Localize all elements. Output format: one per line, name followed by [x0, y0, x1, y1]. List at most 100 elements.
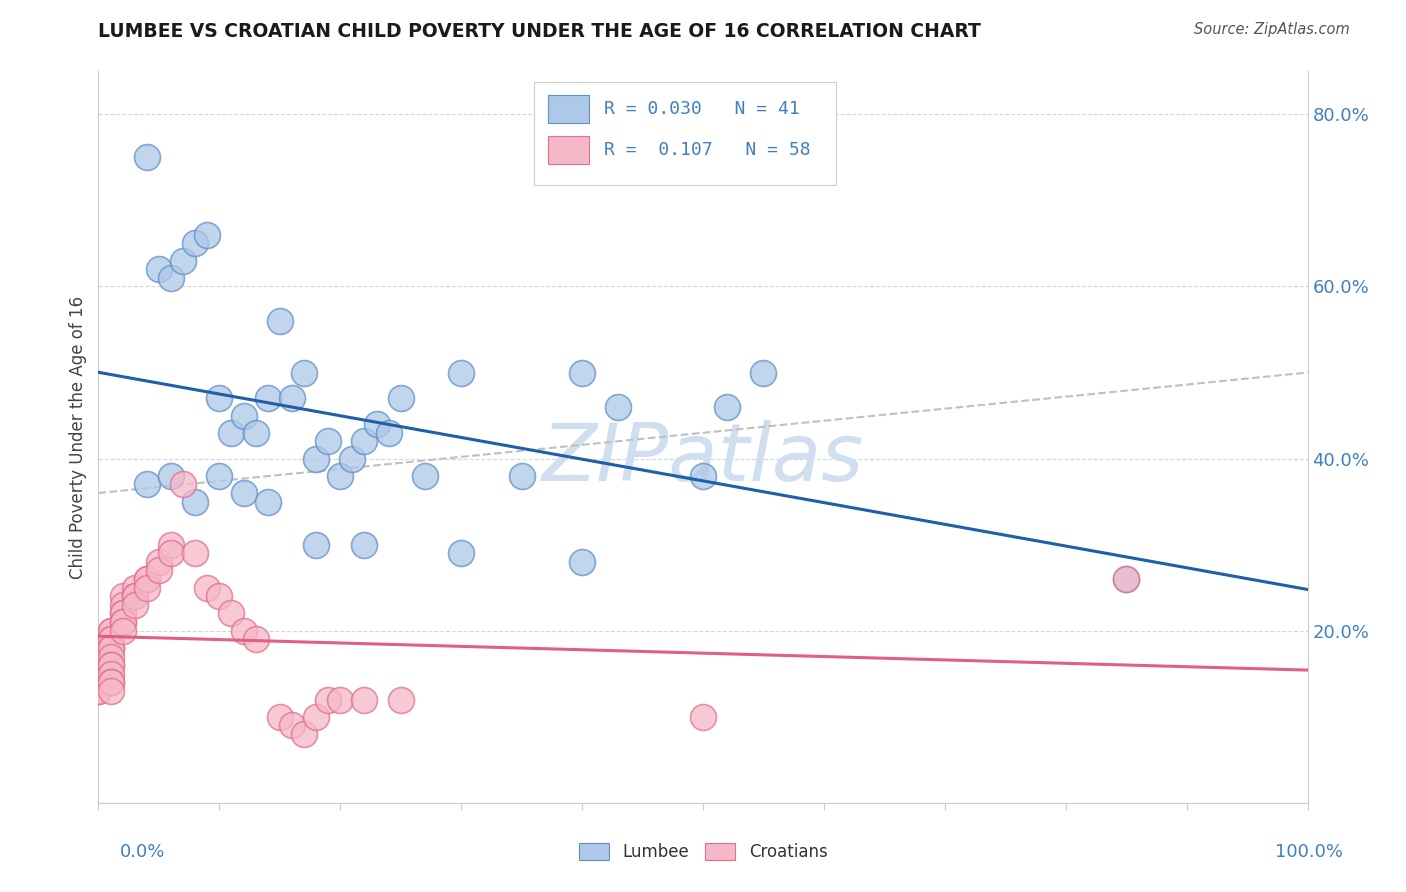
Point [111, 607, 134, 621]
Text: ZIPatlas: ZIPatlas [541, 420, 865, 498]
Point [329, 692, 352, 706]
Point [232, 409, 254, 423]
Point [135, 477, 157, 491]
Point [135, 572, 157, 586]
Point [208, 468, 231, 483]
Point [342, 451, 364, 466]
Point [692, 710, 714, 724]
Point [100, 624, 122, 638]
Text: LUMBEE VS CROATIAN CHILD POVERTY UNDER THE AGE OF 16 CORRELATION CHART: LUMBEE VS CROATIAN CHILD POVERTY UNDER T… [98, 22, 981, 41]
Point [316, 692, 339, 706]
Point [100, 658, 122, 673]
Point [172, 253, 194, 268]
Point [232, 486, 254, 500]
Point [100, 675, 122, 690]
Point [87, 649, 110, 664]
Point [353, 434, 375, 449]
Point [111, 624, 134, 638]
Point [292, 727, 315, 741]
Bar [548, 95, 589, 122]
Point [571, 366, 593, 380]
Point [292, 366, 315, 380]
Point [450, 366, 472, 380]
Point [100, 675, 122, 690]
Point [135, 150, 157, 164]
Point [100, 666, 122, 681]
Point [353, 692, 375, 706]
Point [377, 425, 399, 440]
Point [208, 392, 231, 406]
Point [245, 632, 267, 647]
Point [281, 718, 304, 732]
Point [389, 692, 412, 706]
Point [87, 675, 110, 690]
Point [148, 262, 170, 277]
Point [160, 538, 183, 552]
Point [221, 607, 243, 621]
Point [87, 658, 110, 673]
Point [692, 468, 714, 483]
Legend: Lumbee, Croatians: Lumbee, Croatians [572, 836, 834, 868]
Point [172, 477, 194, 491]
Point [195, 227, 218, 242]
Point [316, 434, 339, 449]
Y-axis label: Child Poverty Under the Age of 16: Child Poverty Under the Age of 16 [69, 295, 87, 579]
Point [111, 615, 134, 629]
Point [752, 366, 775, 380]
Point [111, 607, 134, 621]
Point [232, 624, 254, 638]
Point [281, 392, 304, 406]
Point [329, 468, 352, 483]
Point [124, 589, 146, 603]
Point [160, 271, 183, 285]
Point [184, 236, 207, 251]
Point [124, 598, 146, 612]
Point [269, 314, 291, 328]
Point [305, 538, 328, 552]
Point [87, 684, 110, 698]
Point [100, 640, 122, 655]
Point [450, 546, 472, 560]
Point [269, 710, 291, 724]
Point [389, 392, 412, 406]
Point [1115, 572, 1137, 586]
Point [184, 546, 207, 560]
Point [184, 494, 207, 508]
Point [100, 624, 122, 638]
Point [87, 684, 110, 698]
Point [87, 658, 110, 673]
Point [413, 468, 436, 483]
Point [607, 400, 630, 414]
Point [100, 632, 122, 647]
Point [366, 417, 388, 432]
Point [100, 649, 122, 664]
Point [571, 555, 593, 569]
Point [510, 468, 533, 483]
Point [135, 572, 157, 586]
FancyBboxPatch shape [534, 82, 837, 185]
Text: Source: ZipAtlas.com: Source: ZipAtlas.com [1194, 22, 1350, 37]
Bar [548, 136, 589, 164]
Point [256, 392, 278, 406]
Point [716, 400, 738, 414]
Point [111, 589, 134, 603]
Text: 0.0%: 0.0% [120, 843, 165, 861]
Point [87, 666, 110, 681]
Point [148, 564, 170, 578]
Point [208, 589, 231, 603]
Point [111, 615, 134, 629]
Point [135, 581, 157, 595]
Point [100, 658, 122, 673]
Point [148, 555, 170, 569]
Point [256, 494, 278, 508]
Point [160, 468, 183, 483]
Point [305, 451, 328, 466]
Text: R =  0.107   N = 58: R = 0.107 N = 58 [603, 141, 810, 160]
Point [124, 589, 146, 603]
Point [160, 546, 183, 560]
Point [100, 684, 122, 698]
Point [100, 632, 122, 647]
Point [195, 581, 218, 595]
Point [221, 425, 243, 440]
Text: R = 0.030   N = 41: R = 0.030 N = 41 [603, 100, 800, 118]
